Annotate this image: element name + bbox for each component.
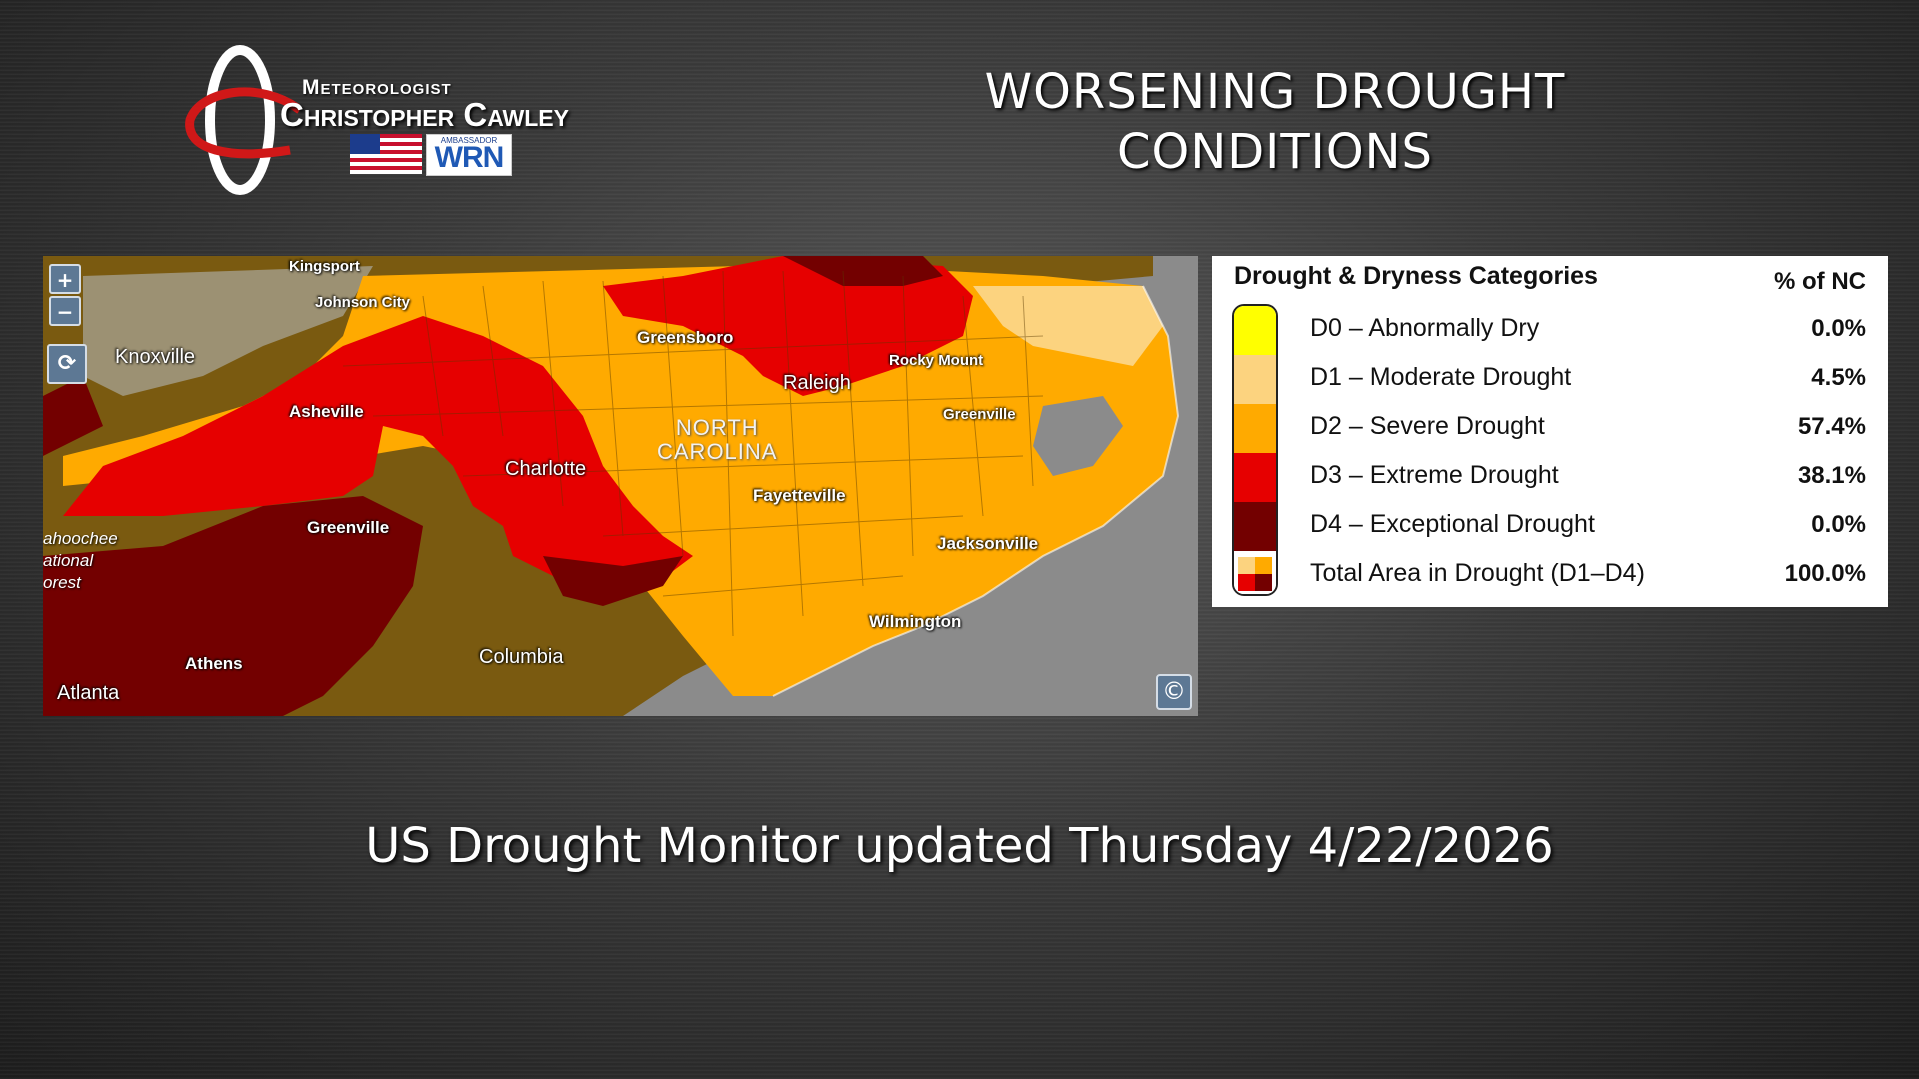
legend-swatch-d3 <box>1234 453 1276 502</box>
city-rocky-mount: Rocky Mount <box>889 352 984 369</box>
state-label-line-1: NORTH <box>675 415 759 440</box>
update-caption: US Drought Monitor updated Thursday 4/22… <box>365 818 1554 874</box>
city-knoxville: Knoxville <box>115 346 196 368</box>
logo: Meteorologist Christopher Cawley AMBASSA… <box>180 40 620 200</box>
copyright-button[interactable]: © <box>1156 674 1192 710</box>
legend-label-d1: D1 – Moderate Drought <box>1310 363 1572 391</box>
legend-swatch-d4 <box>1234 502 1276 551</box>
legend-label-d2: D2 – Severe Drought <box>1310 412 1545 440</box>
city-greenville-sc: Greenville <box>307 518 390 537</box>
headline-line-2: CONDITIONS <box>1117 124 1433 180</box>
zoom-out-button[interactable]: − <box>49 296 81 326</box>
city-charlotte: Charlotte <box>505 458 587 480</box>
refresh-map-button[interactable]: ⟳ <box>47 344 87 384</box>
total-drought-icon <box>1238 557 1272 591</box>
legend-pct-d0: 0.0% <box>1811 315 1866 342</box>
legend-label-d0: D0 – Abnormally Dry <box>1310 314 1540 342</box>
city-raleigh: Raleigh <box>783 372 851 394</box>
headline: WORSENING DROUGHT CONDITIONS <box>940 62 1610 182</box>
legend-label-total: Total Area in Drought (D1–D4) <box>1310 559 1645 587</box>
badge-small-text: AMBASSADOR <box>440 136 498 145</box>
city-athens: Athens <box>185 654 243 673</box>
city-asheville: Asheville <box>289 402 364 421</box>
logo-title-small: Meteorologist <box>302 76 452 99</box>
city-johnson-city: Johnson City <box>315 294 411 311</box>
legend-title: Drought & Dryness Categories <box>1234 262 1598 290</box>
badge-big-text: WRN <box>434 141 505 174</box>
logo-c-emblem <box>185 45 300 195</box>
legend-label-d4: D4 – Exceptional Drought <box>1310 510 1595 538</box>
forest-label-line-3: orest <box>43 573 81 592</box>
city-columbia: Columbia <box>479 646 564 668</box>
legend-pct-header: % of NC <box>1774 268 1866 295</box>
wrn-ambassador-badge: AMBASSADOR WRN <box>426 134 512 176</box>
city-wilmington: Wilmington <box>869 612 962 631</box>
city-fayetteville: Fayetteville <box>753 486 846 505</box>
legend-pct-d2: 57.4% <box>1797 413 1866 440</box>
forest-label-line-1: ahoochee <box>43 529 118 548</box>
legend-swatch-d0 <box>1234 306 1276 355</box>
forest-label: ahoochee ational orest <box>43 528 118 594</box>
city-greenville-nc: Greenville <box>943 406 1016 423</box>
state-label-line-2: CAROLINA <box>657 439 778 464</box>
legend-pct-total: 100.0% <box>1784 560 1866 587</box>
legend-label-d3: D3 – Extreme Drought <box>1310 461 1559 489</box>
city-atlanta: Atlanta <box>57 682 120 704</box>
forest-label-line-2: ational <box>43 551 94 570</box>
zoom-in-button[interactable]: + <box>49 264 81 294</box>
drought-map[interactable]: + − ⟳ © Kingsport Johnson City Knoxville… <box>43 256 1198 716</box>
legend-pct-d3: 38.1% <box>1797 462 1866 489</box>
refresh-icon: ⟳ <box>57 351 77 376</box>
city-jacksonville: Jacksonville <box>937 534 1039 553</box>
city-kingsport: Kingsport <box>289 258 360 275</box>
state-label: NORTH CAROLINA <box>657 416 777 464</box>
legend-swatch-d2 <box>1234 404 1276 453</box>
city-greensboro: Greensboro <box>637 328 734 347</box>
legend-pct-d1: 4.5% <box>1811 364 1866 391</box>
headline-line-1: WORSENING DROUGHT <box>984 64 1566 120</box>
drought-map-canvas <box>43 256 1198 716</box>
drought-legend: Drought & Dryness Categories % of NC D0 … <box>1212 256 1888 607</box>
logo-title-big: Christopher Cawley <box>280 96 569 133</box>
legend-pct-d4: 0.0% <box>1811 511 1866 538</box>
legend-swatch-d1 <box>1234 355 1276 404</box>
legend-swatch-total <box>1234 551 1276 594</box>
us-flag-icon <box>350 134 422 174</box>
legend-color-bar <box>1232 304 1278 596</box>
